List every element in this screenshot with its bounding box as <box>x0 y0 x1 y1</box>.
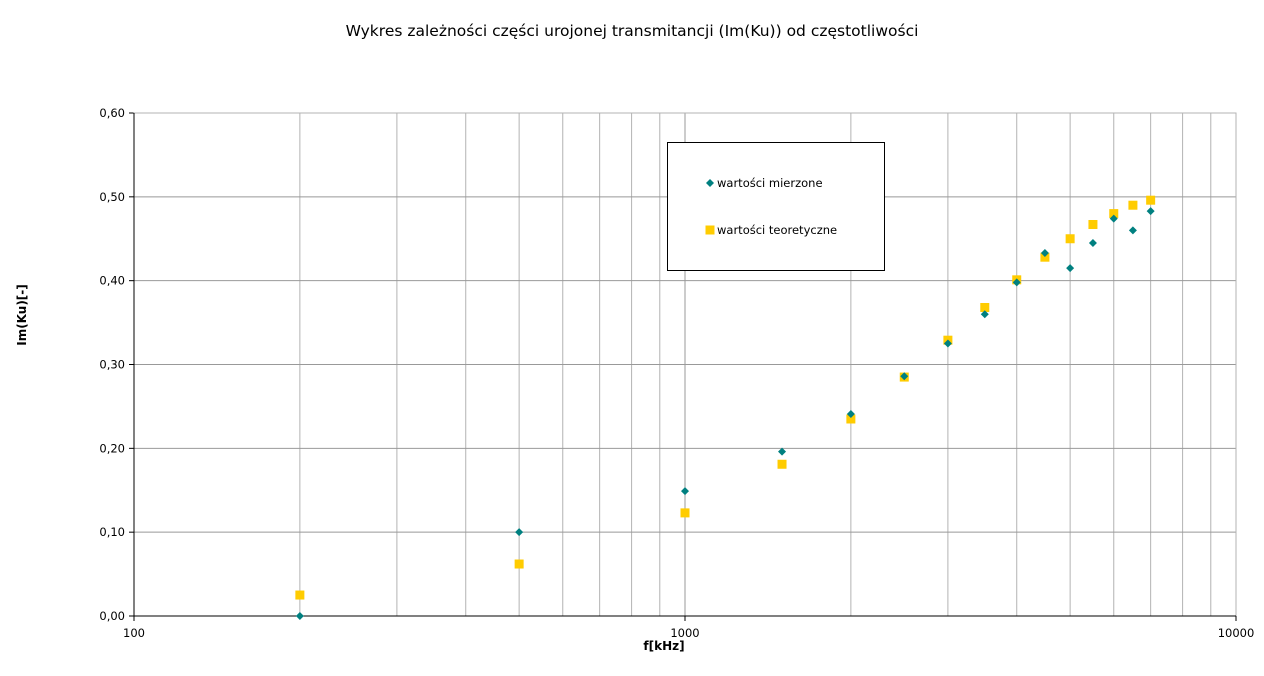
theoretical-point <box>846 414 856 424</box>
theoretical-point <box>680 508 690 518</box>
legend-marker <box>705 225 715 235</box>
measured-point <box>1040 249 1049 258</box>
theoretical-point <box>514 559 524 569</box>
y-tick-label: 0,10 <box>99 525 125 539</box>
theoretical-point <box>980 302 990 312</box>
theoretical-point <box>777 459 787 469</box>
y-tick-label: 0,00 <box>99 609 125 623</box>
legend: wartości mierzone wartości teoretyczne <box>667 142 885 271</box>
y-tick-label: 0,20 <box>99 441 125 455</box>
measured-point <box>778 447 787 456</box>
measured-point <box>1012 278 1021 287</box>
x-tick-label: 10000 <box>1218 626 1255 640</box>
measured-point <box>295 612 304 620</box>
theoretical-point <box>1040 252 1050 262</box>
x-tick-label: 1000 <box>670 626 699 640</box>
legend-label: wartości mierzone <box>717 176 823 190</box>
theoretical-point <box>1146 195 1156 205</box>
y-tick-label: 0,50 <box>99 190 125 204</box>
x-axis-label: f[kHz] <box>643 639 685 653</box>
measured-point <box>1109 214 1118 223</box>
theoretical-point <box>1128 200 1138 210</box>
measured-point <box>1146 207 1155 216</box>
legend-label: wartości teoretyczne <box>717 223 837 237</box>
measured-point <box>1088 238 1097 247</box>
x-tick-label: 100 <box>123 626 145 640</box>
chart-title: Wykres zależności części urojonej transm… <box>345 22 919 40</box>
theoretical-point <box>1065 234 1075 244</box>
legend-box <box>667 142 885 271</box>
y-tick-label: 0,40 <box>99 274 125 288</box>
measured-point <box>681 487 689 496</box>
measured-point <box>900 372 909 381</box>
data-points <box>295 195 1156 620</box>
measured-point <box>515 528 524 537</box>
measured-point <box>943 339 952 348</box>
measured-point <box>1066 264 1075 273</box>
theoretical-point <box>1109 209 1119 219</box>
measured-point <box>846 409 855 418</box>
legend-marker <box>706 179 714 187</box>
y-tick-label: 0,60 <box>99 106 125 120</box>
theoretical-point <box>295 590 305 600</box>
y-tick-label: 0,30 <box>99 358 125 372</box>
tick-labels: 0,00 0,10 0,20 0,30 0,40 0,50 0,60 100 1000 10000 <box>99 106 1254 640</box>
measured-point <box>1128 226 1137 235</box>
theoretical-point <box>1088 219 1098 229</box>
axes <box>129 112 1237 621</box>
measured-point <box>980 310 989 319</box>
